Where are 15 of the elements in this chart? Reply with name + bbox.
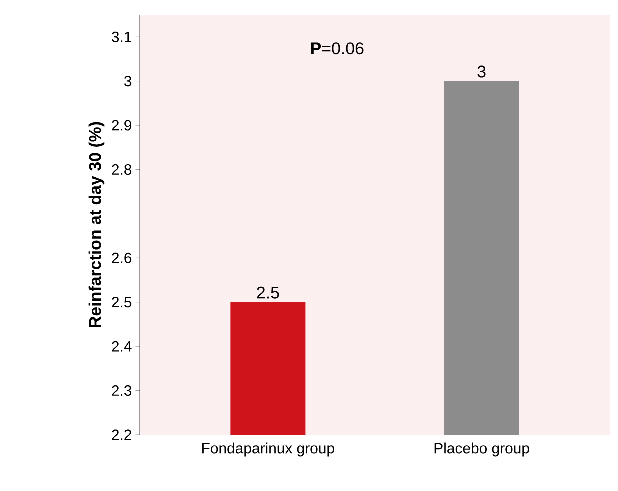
y-tick-label: 2.5: [112, 297, 132, 308]
annotation: P=0.06: [311, 42, 364, 55]
data-label: 3: [478, 66, 486, 78]
y-tick-label: 2.6: [112, 252, 132, 264]
y-tick-label: 2.8: [112, 164, 132, 176]
y-tick-label: 3: [124, 76, 132, 87]
data-label: 2.5: [257, 286, 280, 299]
y-tick-label: 2.3: [112, 385, 132, 396]
y-tick-label: 2.4: [112, 341, 132, 352]
y-tick-label: 2.2: [112, 430, 132, 440]
x-tick-label: Placebo group: [434, 442, 530, 457]
y-tick-label: 2.9: [112, 120, 132, 131]
y-tick-label: 3.1: [112, 32, 132, 42]
y-axis-title: Reinfarction at day 30 (%): [88, 122, 105, 328]
x-tick-label: Fondaparinux group: [202, 442, 334, 457]
